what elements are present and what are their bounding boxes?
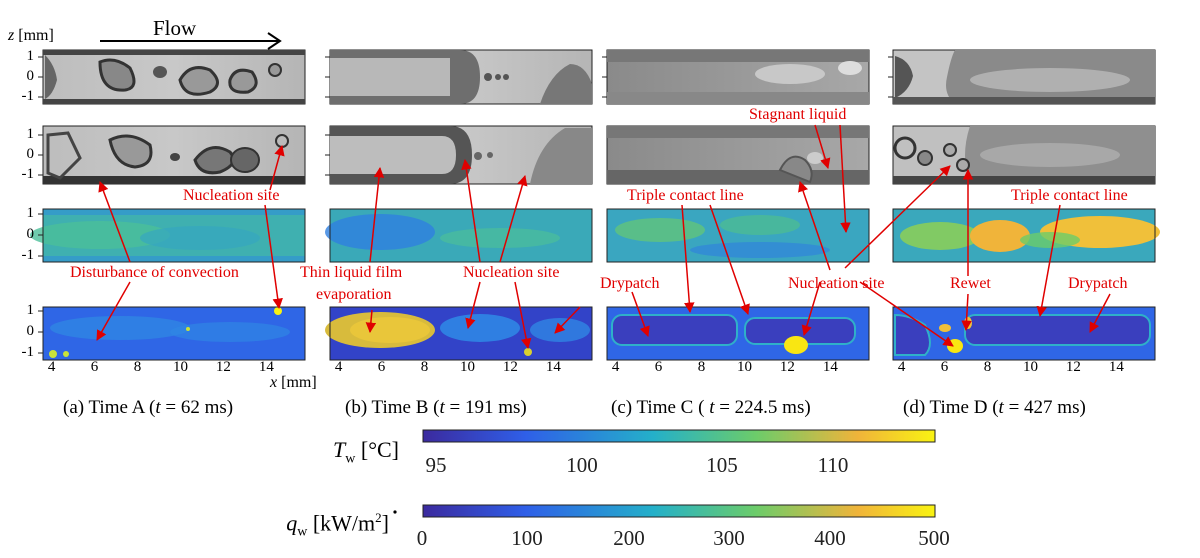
x-tick: 4	[334, 359, 343, 375]
z-axis-label: z [mm]	[8, 27, 54, 45]
tw-tick: 95	[425, 453, 447, 477]
ann-drypatch-c: Drypatch	[600, 275, 660, 292]
ann-nucleation-c: Nucleation site	[788, 275, 885, 292]
qw-tick: 200	[613, 526, 645, 550]
image-row1-c	[606, 49, 870, 105]
z-tick: -1	[21, 88, 35, 104]
caption-b: (b) Time B (t = 191 ms)	[345, 397, 527, 418]
qmap-b	[325, 306, 593, 361]
caption-d: (d) Time D (t = 427 ms)	[903, 397, 1086, 418]
ann-nucleation-b: Nucleation site	[463, 264, 560, 281]
tmap-b	[325, 208, 593, 263]
ann-triple-c: Triple contact line	[627, 187, 744, 204]
annotation-arrows	[96, 124, 1111, 350]
x-tick: 10	[459, 359, 475, 375]
image-row1-d	[892, 49, 1156, 105]
z-tick: 1	[26, 48, 35, 64]
qw-tick: 0	[416, 526, 428, 550]
ann-triple-d: Triple contact line	[1011, 187, 1128, 204]
image-row2-a	[42, 125, 306, 185]
image-row1-b	[329, 49, 593, 105]
z-tick: 1	[26, 205, 35, 221]
x-tick: 8	[420, 359, 429, 375]
x-tick: 10	[1022, 359, 1038, 375]
x-tick: 8	[983, 359, 992, 375]
x-tick: 6	[90, 359, 99, 375]
z-tick: -1	[21, 166, 35, 182]
tw-tick: 100	[566, 453, 598, 477]
qw-tick: 400	[814, 526, 846, 550]
qw-tick: 300	[713, 526, 745, 550]
tmap-c	[606, 208, 870, 263]
ann-thin-film-2: evaporation	[316, 286, 392, 303]
qw-tick: 500	[918, 526, 950, 550]
tw-tick: 110	[817, 453, 849, 477]
z-tick: 0	[26, 226, 35, 242]
x-tick: 6	[377, 359, 386, 375]
image-row2-d	[892, 125, 1156, 185]
tw-colorbar	[422, 429, 936, 443]
x-tick: 12	[502, 359, 518, 375]
flow-label: Flow	[153, 16, 197, 40]
x-tick: 4	[611, 359, 620, 375]
z-tick: 0	[26, 146, 35, 162]
flow-arrow	[100, 32, 282, 50]
x-tick: 14	[822, 359, 838, 375]
image-row2-b	[329, 125, 593, 185]
qw-colorbar-label: qw [kW/m2]	[286, 510, 389, 540]
z-tick: 0	[26, 68, 35, 84]
tw-tick: 105	[706, 453, 738, 477]
x-tick: 4	[897, 359, 906, 375]
ann-stagnant: Stagnant liquid	[749, 106, 847, 123]
image-row2-c	[606, 125, 870, 185]
qmap-d	[892, 306, 1156, 361]
x-tick: 12	[1065, 359, 1081, 375]
x-axis-label: x [mm]	[270, 374, 317, 392]
image-row1-a	[42, 49, 306, 105]
tmap-d	[892, 208, 1160, 263]
qw-colorbar	[422, 504, 936, 518]
tmap-a	[30, 208, 306, 263]
tw-colorbar-label: Tw [°C]	[333, 437, 399, 467]
qw-tick: 100	[511, 526, 543, 550]
ann-thin-film-1: Thin liquid film	[300, 264, 403, 281]
z-tick: -1	[21, 344, 35, 360]
x-tick: 12	[779, 359, 795, 375]
caption-a: (a) Time A (t = 62 ms)	[63, 397, 234, 418]
x-tick: 8	[133, 359, 142, 375]
x-tick: 14	[545, 359, 561, 375]
z-axis-unit: [mm]	[18, 27, 54, 44]
ann-rewet: Rewet	[950, 275, 991, 292]
q-overdot	[393, 510, 397, 514]
z-axis-var: z	[8, 27, 15, 44]
x-tick: 10	[736, 359, 752, 375]
qmap-a	[42, 306, 306, 361]
qmap-c	[606, 306, 870, 361]
x-tick: 14	[258, 359, 274, 375]
ann-drypatch-d: Drypatch	[1068, 275, 1128, 292]
z-tick: 1	[26, 126, 35, 142]
x-tick: 8	[697, 359, 706, 375]
x-tick: 10	[172, 359, 188, 375]
ann-nucleation-a: Nucleation site	[183, 187, 280, 204]
caption-c: (c) Time C ( t = 224.5 ms)	[611, 397, 811, 418]
x-tick: 4	[47, 359, 56, 375]
z-tick: 0	[26, 323, 35, 339]
x-tick: 12	[215, 359, 231, 375]
x-axis-unit: [mm]	[281, 374, 317, 391]
x-tick: 14	[1108, 359, 1124, 375]
z-tick: 1	[26, 302, 35, 318]
x-tick: 6	[654, 359, 663, 375]
x-tick: 6	[940, 359, 949, 375]
z-tick: -1	[21, 247, 35, 263]
x-axis-var: x	[270, 374, 278, 391]
ann-disturbance: Disturbance of convection	[70, 264, 239, 281]
axis-tick-marks	[38, 56, 893, 354]
